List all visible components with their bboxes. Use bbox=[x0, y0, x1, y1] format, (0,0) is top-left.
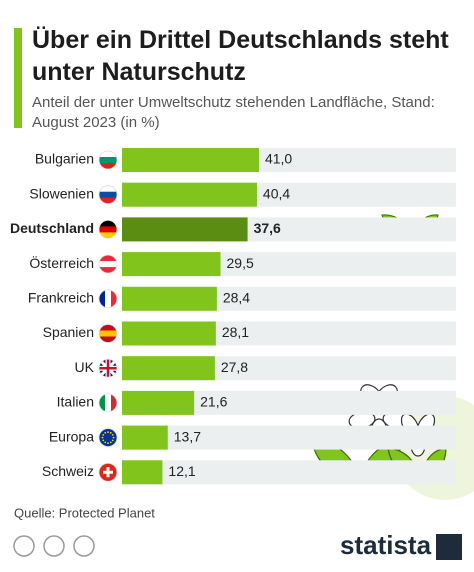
flag-stripe bbox=[99, 330, 117, 337]
bar bbox=[122, 321, 216, 346]
license-icons bbox=[13, 535, 95, 557]
flag-border bbox=[98, 185, 118, 205]
flag-cross bbox=[99, 359, 117, 378]
flag bbox=[99, 289, 117, 308]
flag-star bbox=[107, 431, 109, 433]
flag-stripe bbox=[99, 185, 117, 193]
flag-border bbox=[98, 219, 118, 239]
flag-stripe bbox=[99, 261, 117, 268]
flag-border bbox=[98, 428, 118, 448]
chart-title: Über ein Drittel Deutschlands steht unte… bbox=[32, 26, 449, 86]
value-label: 28,1 bbox=[222, 324, 249, 340]
brand-logo: statista bbox=[340, 530, 432, 560]
flag-stripe bbox=[99, 255, 117, 262]
flag-border bbox=[98, 289, 118, 309]
flag-stripe bbox=[105, 393, 112, 412]
flag-border bbox=[98, 150, 118, 170]
value-label: 29,5 bbox=[227, 255, 254, 271]
flag-stripe bbox=[99, 151, 117, 158]
category-label: Frankreich bbox=[28, 290, 94, 306]
brand-icon bbox=[436, 534, 462, 560]
flag-stripe bbox=[99, 393, 106, 412]
flag-star bbox=[102, 433, 105, 436]
flag-border bbox=[98, 462, 118, 482]
flag bbox=[99, 463, 117, 482]
flag-stripe bbox=[99, 191, 117, 199]
flag bbox=[99, 393, 117, 412]
category-label: Österreich bbox=[29, 254, 94, 271]
value-label: 41,0 bbox=[265, 151, 292, 167]
flag bbox=[99, 255, 117, 274]
value-label: 13,7 bbox=[174, 428, 201, 444]
chart-subtitle: Anteil der unter Umweltschutz stehenden … bbox=[32, 94, 435, 131]
flag-stripe bbox=[99, 220, 117, 227]
flag-star bbox=[109, 431, 112, 434]
bar bbox=[122, 252, 221, 277]
flag-star bbox=[111, 439, 114, 442]
value-label: 27,8 bbox=[221, 359, 248, 375]
bar-track bbox=[122, 425, 456, 450]
value-label: 21,6 bbox=[200, 394, 227, 410]
flag bbox=[99, 359, 117, 378]
flag-border bbox=[98, 254, 118, 274]
category-label: Schweiz bbox=[42, 463, 94, 479]
value-label: 40,4 bbox=[263, 185, 290, 201]
flag-border bbox=[98, 324, 118, 343]
category-label: Deutschland bbox=[10, 220, 94, 236]
flag-stripe bbox=[111, 289, 117, 308]
bar bbox=[122, 217, 248, 242]
flag-stripe bbox=[99, 336, 117, 343]
flag-star bbox=[104, 431, 107, 434]
bar bbox=[122, 390, 195, 415]
flag-star bbox=[102, 439, 105, 442]
flag-star bbox=[112, 436, 115, 439]
value-label: 12,1 bbox=[168, 463, 195, 479]
flag-stripe bbox=[99, 163, 117, 169]
bar bbox=[122, 460, 163, 485]
flag-cross bbox=[103, 467, 113, 478]
flag-star bbox=[111, 433, 114, 436]
flag-star bbox=[107, 442, 109, 444]
flag bbox=[99, 220, 117, 239]
bar bbox=[122, 356, 215, 381]
flag bbox=[99, 151, 117, 169]
category-label: Italien bbox=[57, 394, 94, 410]
category-label: UK bbox=[75, 359, 95, 375]
value-label: 37,6 bbox=[254, 220, 281, 236]
bar-track bbox=[122, 460, 456, 485]
flag-stripe bbox=[99, 324, 117, 331]
flag-stripe bbox=[99, 197, 117, 204]
flag bbox=[99, 324, 117, 343]
bar bbox=[122, 425, 168, 450]
flag-stripe bbox=[99, 267, 117, 274]
flag-star bbox=[109, 441, 112, 444]
flag-star bbox=[104, 441, 107, 444]
accent-bar bbox=[14, 28, 22, 128]
bar bbox=[122, 182, 257, 207]
flag-bg bbox=[99, 428, 117, 447]
value-label: 28,4 bbox=[223, 290, 250, 306]
flag-stripe bbox=[111, 393, 117, 412]
flag-stripe bbox=[105, 289, 112, 308]
bar bbox=[122, 286, 217, 311]
source: Quelle: Protected Planet bbox=[14, 505, 155, 520]
category-label: Slowenien bbox=[29, 185, 94, 201]
bar bbox=[122, 148, 259, 172]
flag-stripe bbox=[99, 157, 117, 164]
flag-border bbox=[98, 358, 118, 378]
flag bbox=[99, 185, 117, 204]
flag bbox=[99, 428, 117, 447]
category-label: Europa bbox=[49, 428, 94, 444]
category-label: Bulgarien bbox=[35, 151, 94, 167]
flag-border bbox=[98, 393, 118, 413]
flag-stripe bbox=[99, 232, 117, 239]
category-label: Spanien bbox=[43, 324, 94, 340]
flag-star bbox=[101, 436, 104, 439]
flag-stripe bbox=[99, 226, 117, 233]
flag-stripe bbox=[99, 289, 106, 308]
